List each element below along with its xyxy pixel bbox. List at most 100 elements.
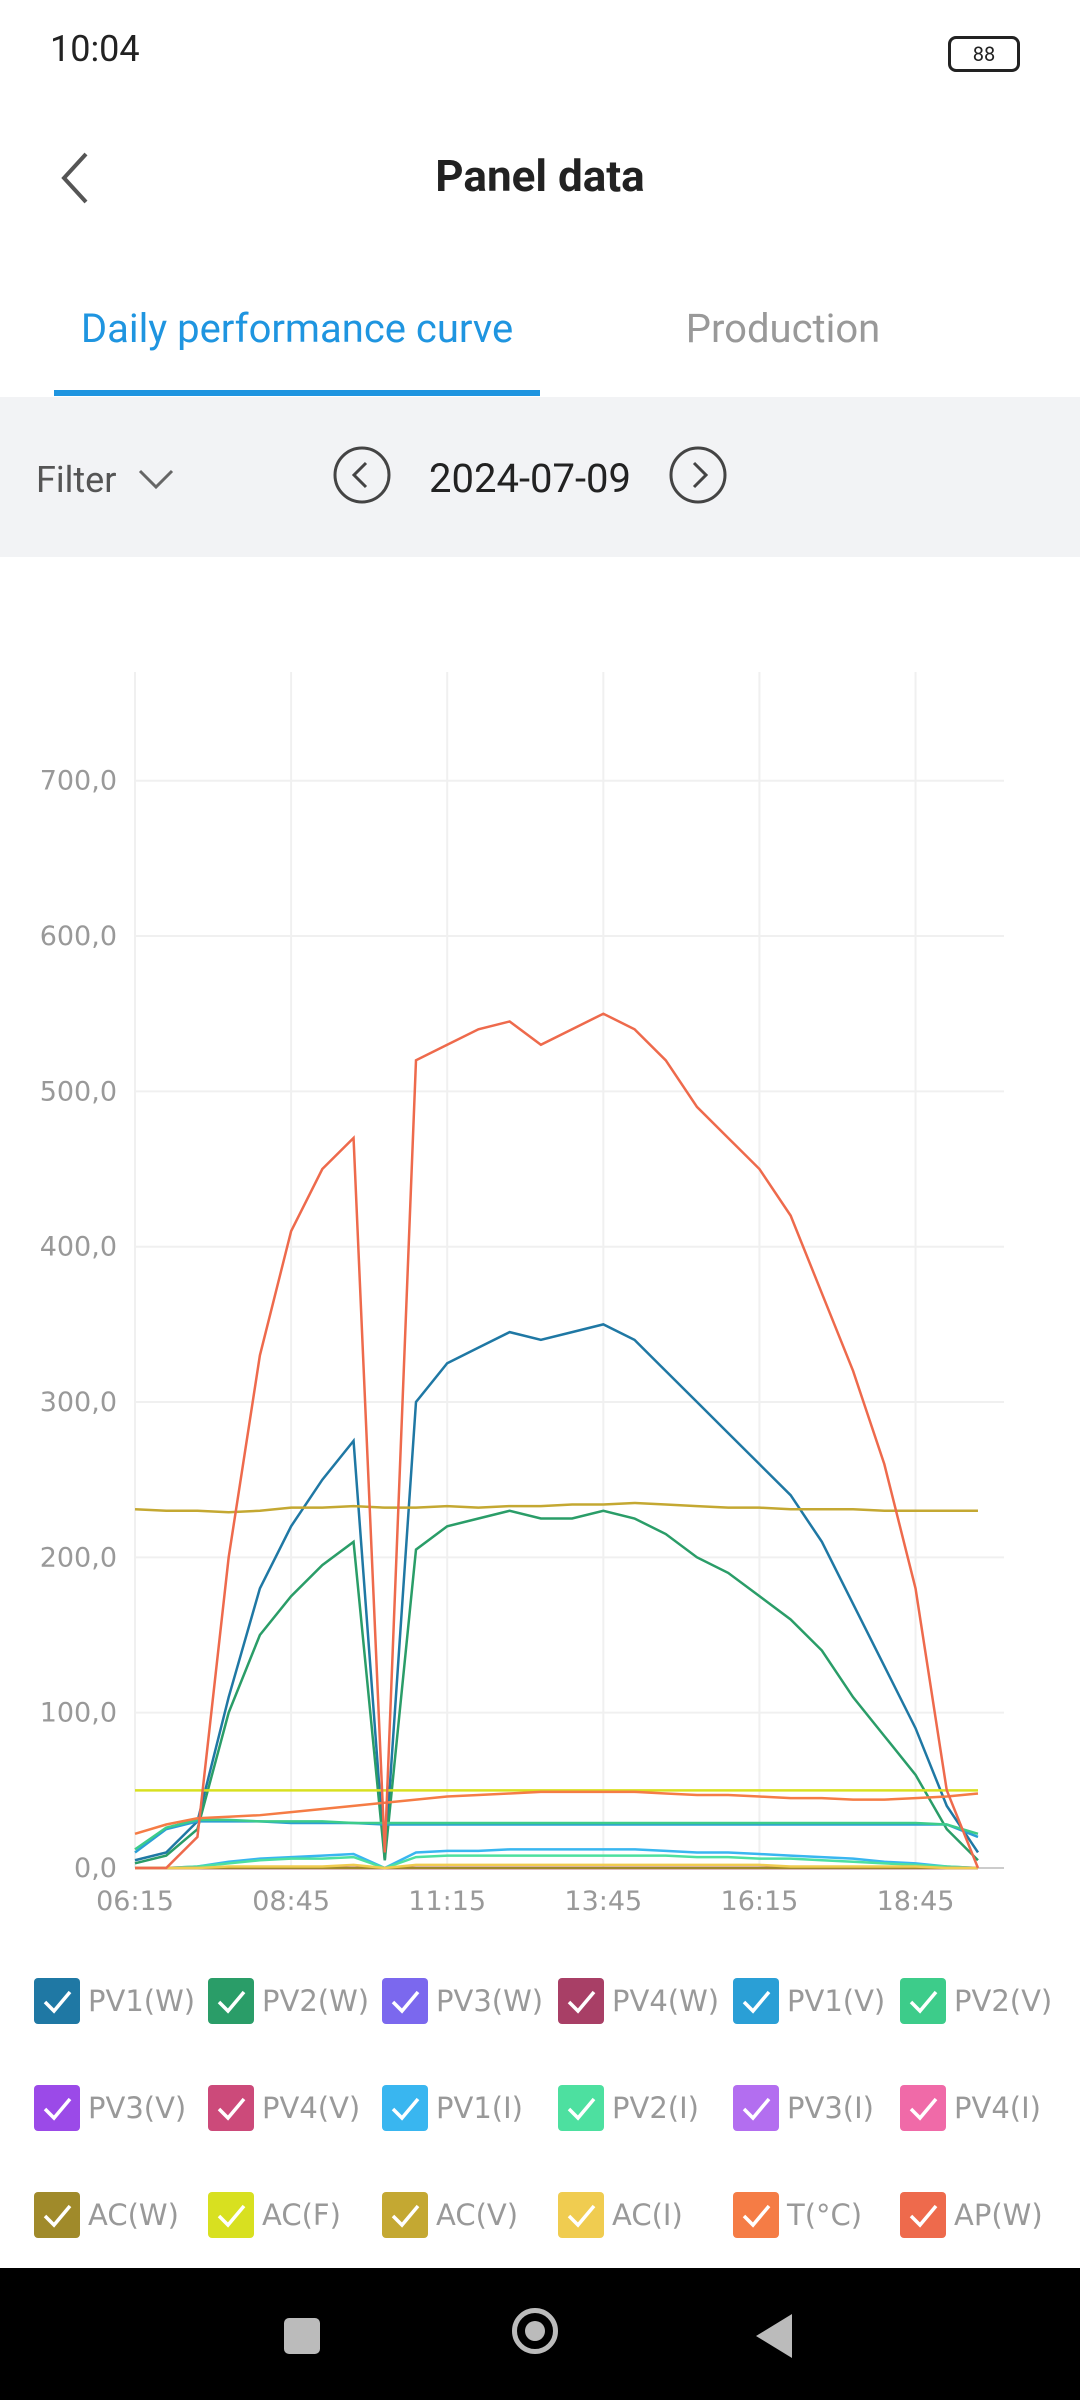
legend-checkbox: [382, 1978, 428, 2024]
legend-item[interactable]: PV4(V): [208, 2085, 360, 2131]
legend-checkbox: [558, 2192, 604, 2238]
legend-checkbox: [34, 2192, 80, 2238]
legend-checkbox: [900, 2192, 946, 2238]
y-tick-label: 400,0: [40, 1232, 117, 1263]
legend-label: PV3(W): [436, 1984, 543, 2018]
legend-checkbox: [900, 2085, 946, 2131]
series-line: [134, 1323, 980, 1862]
y-tick-label: 500,0: [40, 1076, 117, 1107]
back-button[interactable]: [54, 148, 94, 208]
legend-checkbox: [208, 1978, 254, 2024]
legend-item[interactable]: PV4(I): [900, 2085, 1041, 2131]
legend-checkbox: [208, 2192, 254, 2238]
x-tick-label: 18:45: [877, 1886, 955, 1917]
legend-check: [217, 1990, 246, 2014]
legend-check: [742, 1990, 771, 2014]
page-title: Panel data: [435, 150, 645, 202]
legend-checkbox: [208, 2085, 254, 2131]
legend-checkbox: [733, 1978, 779, 2024]
legend-checkbox: [382, 2192, 428, 2238]
legend-check: [742, 2204, 771, 2228]
legend-item[interactable]: PV3(V): [34, 2085, 186, 2131]
tab[interactable]: Production: [685, 305, 881, 352]
legend-checkbox: [558, 2085, 604, 2131]
legend-check: [43, 2097, 72, 2121]
legend-label: PV1(W): [88, 1984, 195, 2018]
legend-label: AC(F): [262, 2198, 341, 2232]
series-line: [134, 1818, 979, 1851]
legend-label: AP(W): [954, 2198, 1043, 2232]
legend-item[interactable]: PV2(W): [208, 1978, 369, 2024]
legend-label: PV4(W): [612, 1984, 719, 2018]
legend-check: [742, 2097, 771, 2121]
legend-check: [909, 1990, 938, 2014]
filter-chevron: [138, 469, 174, 490]
legend-item[interactable]: PV3(I): [733, 2085, 874, 2131]
y-tick-label: 600,0: [40, 921, 117, 952]
y-tick-label: 100,0: [40, 1698, 117, 1729]
next-date[interactable]: [668, 445, 728, 505]
legend-label: PV1(I): [436, 2091, 523, 2125]
x-tick-label: 08:45: [252, 1886, 330, 1917]
x-tick-label: 13:45: [564, 1886, 642, 1917]
filter[interactable]: Filter: [36, 459, 117, 501]
legend-label: PV2(I): [612, 2091, 699, 2125]
legend-label: PV3(I): [787, 2091, 874, 2125]
legend-checkbox: [558, 1978, 604, 2024]
y-tick-label: 700,0: [40, 766, 117, 797]
legend-checkbox: [733, 2085, 779, 2131]
legend-check: [43, 1990, 72, 2014]
legend-item[interactable]: PV1(V): [733, 1978, 885, 2024]
legend-item[interactable]: PV2(I): [558, 2085, 699, 2131]
legend-label: AC(W): [88, 2198, 179, 2232]
nav-recent[interactable]: [284, 2318, 320, 2354]
legend-item[interactable]: PV2(V): [900, 1978, 1052, 2024]
legend-check: [43, 2204, 72, 2228]
y-tick-label: 200,0: [40, 1542, 117, 1573]
legend-label: PV3(V): [88, 2091, 186, 2125]
legend-check: [217, 2204, 246, 2228]
legend-item[interactable]: AC(W): [34, 2192, 179, 2238]
series-line: [134, 1501, 978, 1514]
nav-back[interactable]: [752, 2312, 796, 2360]
y-tick-label: 300,0: [40, 1387, 117, 1418]
tab-active[interactable]: Daily performance curve: [80, 305, 514, 352]
legend-item[interactable]: PV4(W): [558, 1978, 719, 2024]
legend-check: [217, 2097, 246, 2121]
legend-check: [391, 1990, 420, 2014]
x-tick-label: 06:15: [96, 1886, 174, 1917]
series-line: [134, 1820, 979, 1854]
legend-item[interactable]: PV1(I): [382, 2085, 523, 2131]
status-time: 10:04: [50, 28, 140, 70]
legend-item[interactable]: PV1(W): [34, 1978, 195, 2024]
legend-label: PV2(V): [954, 1984, 1052, 2018]
legend-item[interactable]: AC(F): [208, 2192, 341, 2238]
series-line: [134, 1509, 979, 1865]
series-line: [135, 1854, 979, 1870]
legend-check: [567, 2204, 596, 2228]
series-line: [135, 1012, 980, 1870]
legend-item[interactable]: PV3(W): [382, 1978, 543, 2024]
legend-checkbox: [34, 2085, 80, 2131]
x-tick-label: 11:15: [408, 1886, 486, 1917]
battery: 88: [948, 36, 1020, 72]
legend-label: T(°C): [786, 2198, 862, 2232]
legend-item[interactable]: AC(V): [382, 2192, 518, 2238]
legend-item[interactable]: AC(I): [558, 2192, 683, 2238]
x-tick-label: 16:15: [721, 1886, 799, 1917]
legend-label: PV4(I): [954, 2091, 1041, 2125]
legend-check: [567, 2097, 596, 2121]
nav-home[interactable]: [512, 2308, 558, 2354]
legend-check: [909, 2097, 938, 2121]
prev-date[interactable]: [332, 445, 392, 505]
legend-check: [391, 2204, 420, 2228]
series-line: [134, 1790, 979, 1836]
legend-checkbox: [900, 1978, 946, 2024]
legend-label: PV1(V): [787, 1984, 885, 2018]
legend-item[interactable]: AP(W): [900, 2192, 1043, 2238]
legend-item[interactable]: T(°C): [733, 2192, 862, 2238]
legend-label: AC(V): [436, 2198, 518, 2232]
legend-checkbox: [382, 2085, 428, 2131]
filter-bar: Filter 2024-07-09: [0, 397, 1080, 557]
